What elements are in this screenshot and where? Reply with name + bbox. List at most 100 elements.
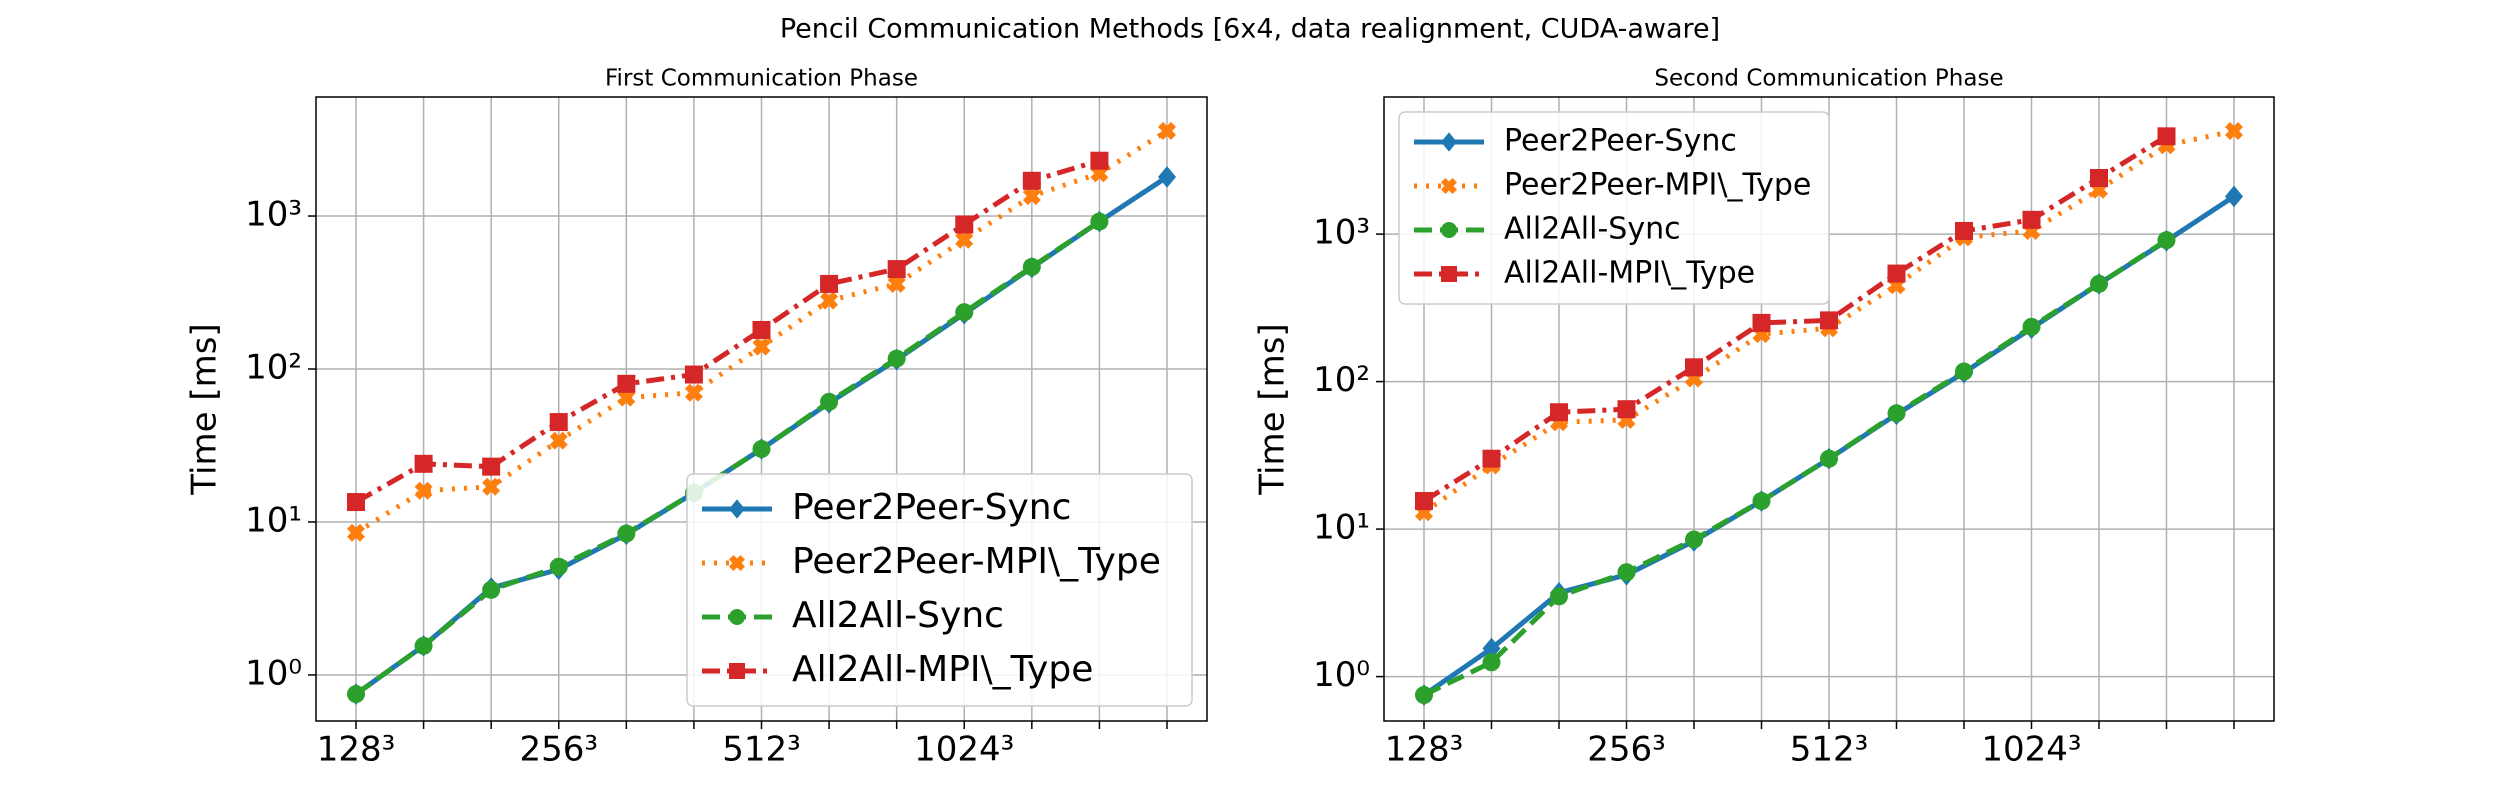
series-line	[354, 219, 1101, 697]
marker	[1617, 563, 1636, 582]
marker	[887, 349, 906, 368]
subplot-title: Second Communication Phase	[1654, 66, 2003, 92]
legend-label: Peer2Peer-Sync	[1504, 124, 1737, 159]
marker	[1752, 492, 1771, 511]
legend-label: Peer2Peer-MPI\_Type	[1504, 168, 1811, 203]
marker	[1441, 178, 1457, 194]
marker	[2090, 274, 2108, 293]
legend-box	[686, 473, 1193, 707]
series-line	[354, 158, 1101, 505]
plot-frame	[315, 96, 1208, 722]
marker	[729, 499, 745, 519]
marker	[414, 636, 433, 655]
marker	[1550, 403, 1568, 422]
y-tick-label: 10³	[1313, 213, 1370, 253]
marker	[549, 557, 568, 576]
y-tick-label: 10²	[245, 348, 302, 388]
marker	[752, 320, 771, 339]
marker	[2157, 127, 2176, 146]
plot-frame	[1383, 96, 2275, 722]
marker	[482, 457, 501, 476]
marker	[1441, 132, 1457, 152]
marker	[1158, 166, 1176, 188]
y-tick-label: 10¹	[245, 500, 302, 540]
marker	[1482, 653, 1501, 672]
marker	[1090, 212, 1109, 231]
x-tick-label: 128³	[317, 730, 396, 770]
series-line	[1422, 134, 2168, 504]
marker	[2225, 185, 2243, 208]
marker	[820, 274, 839, 293]
figure-title: Pencil Communication Methods [6x4, data …	[780, 14, 1720, 45]
marker	[955, 230, 974, 249]
y-axis-label: Time [ms]	[185, 323, 225, 495]
marker	[2225, 121, 2243, 140]
marker	[955, 215, 974, 234]
marker	[414, 454, 433, 473]
marker	[820, 291, 839, 310]
legend-box	[1398, 111, 1830, 305]
y-tick-label: 10³	[245, 195, 302, 235]
marker	[1482, 449, 1501, 468]
marker	[752, 337, 771, 356]
marker	[1482, 637, 1501, 660]
marker	[729, 663, 745, 679]
series-line	[1422, 238, 2168, 698]
x-tick-label: 1024³	[1981, 730, 2081, 770]
legend-label: All2All-MPI\_Type	[1504, 256, 1755, 291]
marker	[2157, 231, 2176, 250]
y-tick-label: 10¹	[1313, 508, 1370, 548]
marker	[1887, 404, 1906, 423]
marker	[617, 374, 636, 393]
marker	[1955, 221, 1973, 240]
marker	[1617, 400, 1636, 419]
marker	[414, 481, 433, 500]
marker	[1955, 362, 1973, 381]
marker	[1887, 264, 1906, 283]
marker	[729, 555, 745, 571]
marker	[729, 609, 745, 625]
marker	[2022, 317, 2041, 336]
marker	[549, 413, 568, 432]
marker	[1022, 187, 1041, 206]
marker	[1415, 686, 1433, 705]
legend-label: All2All-MPI\_Type	[792, 649, 1093, 690]
marker	[887, 260, 906, 279]
marker	[2090, 169, 2108, 188]
marker	[1820, 311, 1838, 330]
marker	[347, 685, 365, 704]
legend-label: All2All-Sync	[792, 595, 1004, 636]
legend-label: Peer2Peer-Sync	[792, 487, 1071, 528]
marker	[1441, 222, 1457, 238]
x-tick-label: 1024³	[914, 730, 1014, 770]
marker	[1415, 492, 1433, 511]
marker	[1441, 266, 1457, 282]
marker	[887, 274, 906, 293]
marker	[2022, 210, 2041, 229]
x-tick-label: 512³	[722, 730, 801, 770]
legend-label: All2All-Sync	[1504, 212, 1681, 247]
y-tick-label: 10⁰	[245, 653, 302, 693]
legend-label: Peer2Peer-MPI\_Type	[792, 541, 1161, 582]
marker	[1158, 121, 1176, 140]
subplot-title: First Communication Phase	[605, 66, 918, 92]
y-axis-label: Time [ms]	[1253, 323, 1293, 495]
marker	[955, 303, 974, 322]
marker	[752, 439, 771, 458]
marker	[1022, 257, 1041, 276]
y-tick-label: 10⁰	[1313, 655, 1370, 695]
marker	[1685, 530, 1703, 549]
y-tick-label: 10²	[1313, 360, 1370, 400]
marker	[684, 383, 703, 402]
x-tick-label: 256³	[1587, 730, 1666, 770]
marker	[482, 580, 501, 599]
marker	[549, 431, 568, 450]
marker	[1685, 358, 1703, 377]
marker	[1550, 587, 1568, 606]
marker	[1022, 171, 1041, 190]
marker	[617, 388, 636, 407]
marker	[820, 392, 839, 411]
marker	[482, 477, 501, 496]
